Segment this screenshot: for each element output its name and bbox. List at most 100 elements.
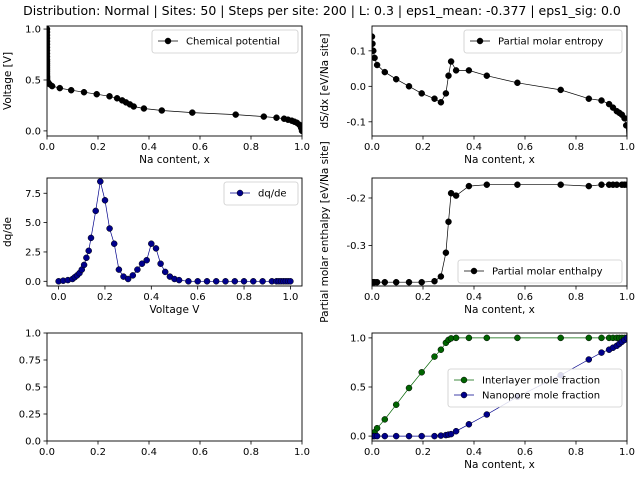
data-point [287,278,294,285]
data-point [557,181,564,188]
legend-marker [470,267,478,275]
data-point [405,432,413,440]
x-tick-label: 0.6 [192,447,208,458]
y-tick-label: 1.0 [350,333,366,344]
data-point [373,61,381,69]
legend-label: Interlayer mole fraction [482,376,600,387]
legend-frame [457,259,623,284]
data-point [392,401,400,408]
axes-frame [46,177,303,287]
data-point [392,75,400,83]
data-point [67,86,75,94]
data-point [381,278,389,286]
figure-title: Distribution: Normal | Sites: 50 | Steps… [23,3,621,18]
data-point [514,181,521,188]
y-tick-label: 5.0 [25,218,41,229]
x-tick-label: 0.2 [90,447,106,458]
x-tick-label: 0.2 [90,142,106,153]
data-point [465,334,473,342]
data-point [514,334,521,342]
data-point [437,273,445,280]
x-tick-label: 0.2 [415,142,431,153]
data-point [138,260,146,267]
x-tick-label: 1.0 [619,292,635,303]
x-tick-label: 0.6 [517,292,533,303]
y-tick-label: -0.1 [346,117,366,128]
data-point [418,278,425,286]
data-point [431,95,438,102]
legend-frame [151,29,299,54]
data-point [442,90,450,97]
data-point [189,109,196,116]
data-point [585,334,593,342]
x-axis-label: Na content, x [464,459,535,471]
y-tick-label: 0.25 [19,410,41,421]
x-tick-label: 0.0 [364,447,380,458]
data-point [124,275,132,283]
data-point [134,266,141,273]
x-tick-label: 0.4 [141,142,157,153]
data-point [115,266,123,273]
data-point [381,68,389,76]
data-point [373,278,381,286]
y-tick-label: 0.0 [25,277,41,288]
data-point [598,349,605,356]
x-axis-label: Voltage V [150,304,201,316]
data-point [445,72,452,79]
data-point [298,127,302,135]
data-point [110,240,118,247]
data-point [80,261,88,269]
data-point [85,247,92,255]
axes-frame [371,177,628,287]
data-point [140,105,148,112]
x-tick-label: 0.2 [415,292,431,303]
legend: Interlayer mole fraction Nanopore mole fr… [447,368,623,408]
data-point [260,113,268,120]
data-point [437,99,445,106]
data-point [157,260,164,267]
series-dqde-0 [55,178,294,285]
y-axis-label: dq/de [2,217,14,247]
x-tick-label: 1.0 [619,447,635,458]
x-tick-label: 0.2 [97,292,113,303]
data-point [381,416,389,423]
data-point [80,88,88,96]
legend: Chemical potential [151,29,299,54]
data-point [130,103,137,110]
series-enthalpy-0 [372,181,627,286]
legend-frame [223,181,299,206]
x-tick-label: 0.0 [39,447,55,458]
data-point [585,95,593,102]
data-point [106,93,113,100]
legend-frame [447,368,623,408]
data-point [373,432,381,440]
x-tick-label: 0.0 [51,292,67,303]
data-point [106,225,113,232]
data-point [392,432,400,440]
data-point [175,276,183,284]
legend: dq/de [223,181,299,206]
data-point [514,79,521,87]
data-point [431,353,438,360]
data-point [83,254,90,262]
legend-label: Chemical potential [186,37,280,48]
data-point [483,72,491,79]
data-point [557,86,564,94]
x-tick-label: 0.0 [39,142,55,153]
data-point [392,278,400,286]
legend-marker [164,37,172,45]
data-point [231,278,239,285]
legend-label: Nanopore mole fraction [482,391,600,402]
chart-entropy: 0.0 0.2 0.4 0.6 0.8 1.0 -0.1 0.0 0.1 Na content, … [319,25,635,166]
y-tick-label: 0.0 [25,437,41,448]
data-point [250,278,257,285]
data-point [158,107,166,114]
data-point [621,115,627,122]
data-point [129,272,137,279]
series-entropy-0 [372,33,627,136]
data-point [585,356,593,363]
data-point [373,424,381,432]
data-point [557,334,564,342]
axes-frame [371,25,628,137]
data-point [405,384,413,392]
